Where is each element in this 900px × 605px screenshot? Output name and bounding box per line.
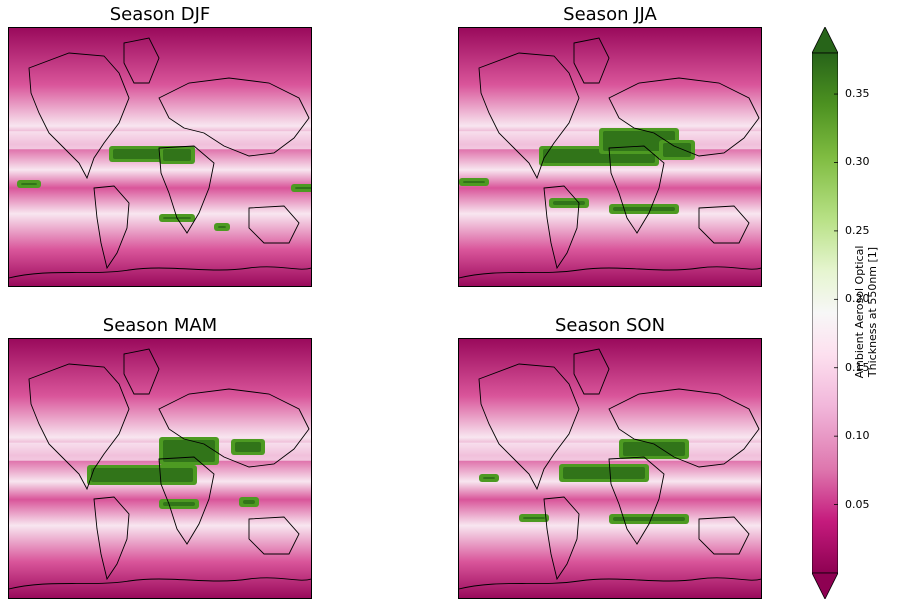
aod-peak-patch — [163, 440, 215, 462]
aod-pale-band — [9, 131, 311, 150]
coastline-path — [478, 52, 580, 180]
colorbar-label: Ambient Aerosol Optical Thickness at 550… — [853, 192, 883, 432]
colorbar-tick-label: 0.25 — [845, 223, 870, 237]
colorbar-tick-label: 0.20 — [845, 292, 870, 306]
coastline-path — [158, 145, 215, 234]
coastline-path — [248, 516, 300, 555]
coastline-path — [608, 388, 760, 468]
coastline-path — [28, 52, 130, 180]
aod-field-jja — [459, 28, 761, 286]
colorbar-ticks — [834, 93, 838, 505]
coastline-path — [573, 348, 610, 395]
coastline-path — [698, 205, 750, 244]
coastline-path — [158, 456, 215, 545]
coastline-path — [478, 363, 580, 491]
coastline-path — [9, 266, 311, 279]
coastline-path — [93, 185, 130, 270]
coastline-path — [28, 363, 130, 491]
aod-peak-patch — [663, 143, 691, 157]
aod-peak-patch — [295, 187, 311, 189]
aod-peak-patch — [613, 207, 675, 211]
aod-peak-patch — [523, 517, 545, 519]
aod-field-mam — [9, 339, 311, 598]
aod-peak-patch — [553, 201, 585, 205]
coastlines — [9, 37, 311, 279]
coastlines — [459, 37, 761, 279]
panel-title-mam: Season MAM — [102, 315, 218, 336]
coastline-path — [93, 496, 130, 581]
aod-peak-patch — [243, 500, 255, 504]
coastline-path — [123, 348, 160, 395]
coastline-path — [573, 37, 610, 84]
aod-field-son — [459, 339, 761, 598]
coastline-path — [459, 577, 761, 590]
panel-title-son: Season SON — [554, 315, 666, 336]
aod-peak-patch — [613, 517, 685, 521]
coastline-path — [698, 516, 750, 555]
aod-field-djf — [9, 28, 311, 286]
colorbar — [811, 26, 839, 600]
aod-peak-patch — [163, 149, 191, 161]
map-mam — [8, 338, 312, 599]
coastlines — [9, 348, 311, 590]
coastlines — [459, 348, 761, 590]
colorbar-label-line1: Ambient Aerosol Optical — [853, 245, 866, 379]
colorbar-label-line2: Thickness at 550nm [1] — [866, 246, 879, 378]
colorbar-extend-top — [811, 26, 839, 54]
aod-peak-patch — [235, 442, 261, 452]
aod-peak-patch — [21, 183, 37, 185]
coastline-path — [543, 185, 580, 270]
aod-peak-patch — [603, 131, 675, 151]
coastline-path — [459, 266, 761, 279]
map-son — [458, 338, 762, 599]
coastline-path — [608, 77, 760, 157]
colorbar-tick-label: 0.15 — [845, 360, 870, 374]
coastline-path — [158, 388, 310, 468]
aod-peak-patch — [563, 467, 645, 479]
aod-peak-patch — [163, 502, 195, 506]
aod-peak-patch — [218, 226, 226, 228]
coastline-path — [608, 145, 665, 234]
panel-title-djf: Season DJF — [109, 4, 211, 25]
colorbar-tick-label: 0.10 — [845, 429, 870, 443]
map-jja — [458, 27, 762, 287]
aod-peak-patch — [483, 477, 495, 479]
coastline-path — [608, 456, 665, 545]
colorbar-extend-bottom — [811, 572, 839, 600]
coastline-path — [248, 205, 300, 244]
colorbar-tick-label: 0.35 — [845, 87, 870, 101]
colorbar-gradient — [811, 52, 839, 574]
colorbar-tick-label: 0.30 — [845, 155, 870, 169]
aod-pale-band — [459, 442, 761, 461]
aod-peak-patch — [623, 442, 685, 456]
map-djf — [8, 27, 312, 287]
aod-peak-patch — [463, 181, 485, 183]
colorbar-tick-label: 0.05 — [845, 497, 870, 511]
aod-peak-patch — [91, 468, 193, 482]
coastline-path — [543, 496, 580, 581]
panel-title-jja: Season JJA — [563, 4, 657, 25]
coastline-path — [9, 577, 311, 590]
coastline-path — [123, 37, 160, 84]
coastline-path — [158, 77, 310, 157]
